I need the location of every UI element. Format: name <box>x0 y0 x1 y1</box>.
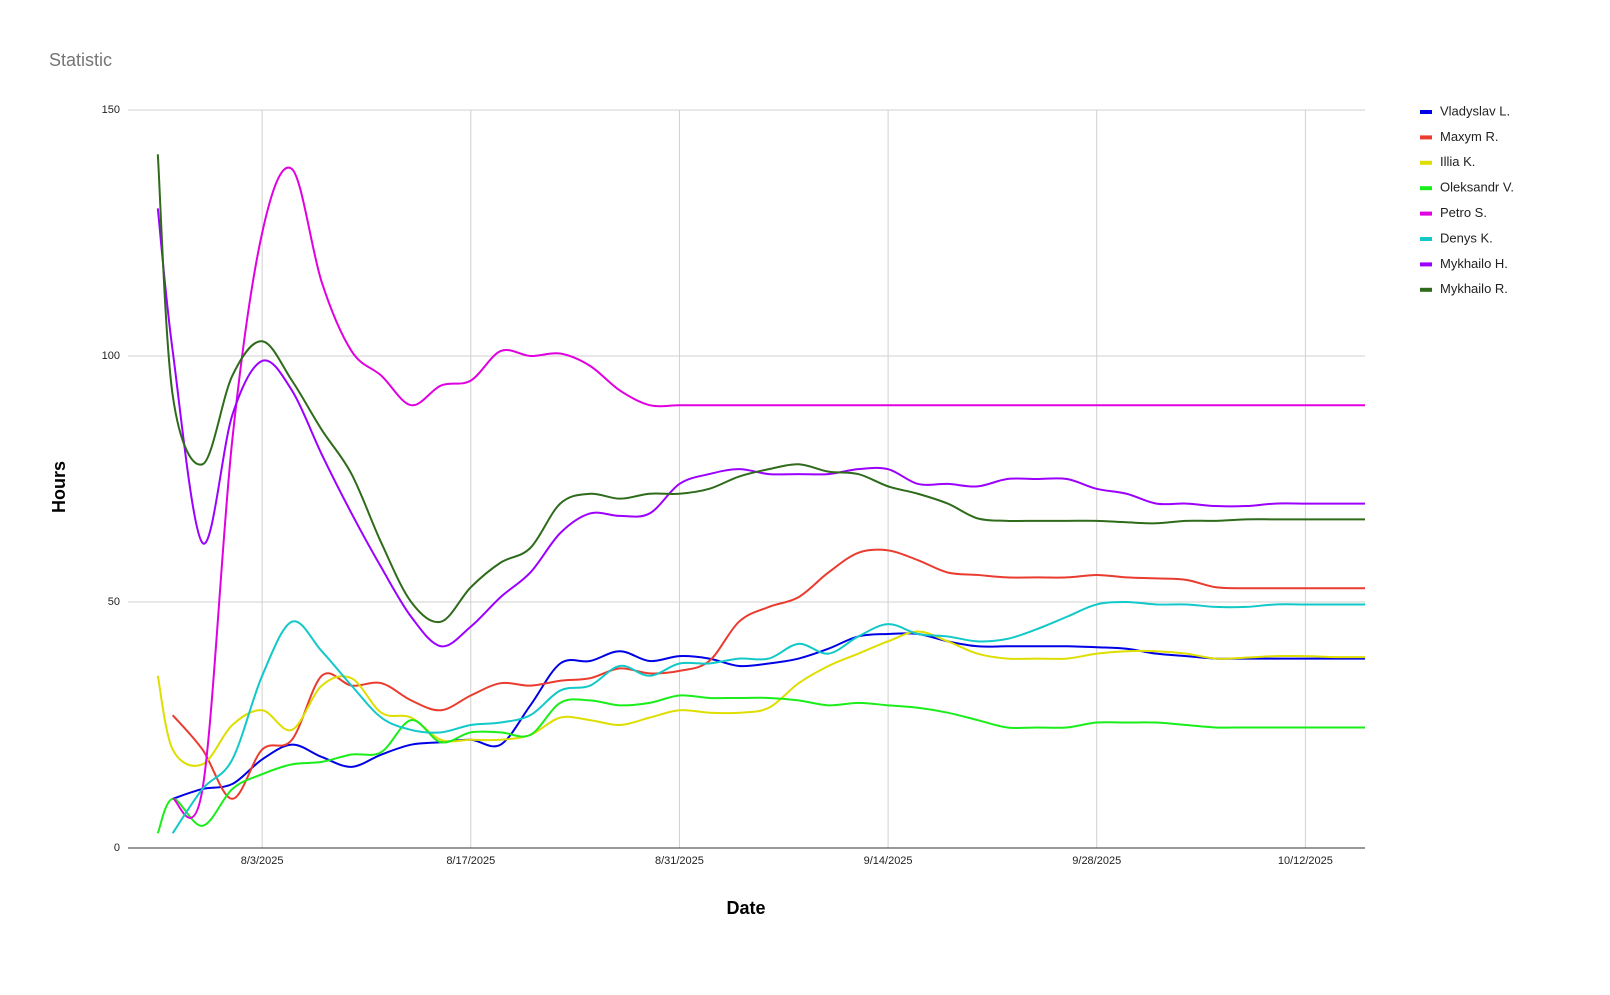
series-line <box>156 630 1366 767</box>
x-tick-label: 9/14/2025 <box>864 855 913 867</box>
series-line <box>172 632 1365 800</box>
legend-label: Illia K. <box>1440 154 1475 169</box>
legend-swatch <box>1420 135 1432 140</box>
legend-label: Mykhailo H. <box>1440 256 1508 271</box>
legend-label: Mykhailo R. <box>1440 281 1508 296</box>
x-tick-label: 8/31/2025 <box>655 855 704 867</box>
x-tick-label: 8/3/2025 <box>241 855 284 867</box>
x-axis-title: Date <box>726 898 765 918</box>
legend-swatch <box>1420 211 1432 216</box>
y-tick-label: 0 <box>114 842 120 854</box>
x-tick-label: 9/28/2025 <box>1072 855 1121 867</box>
legend-swatch <box>1420 262 1432 267</box>
legend-swatch <box>1420 186 1432 191</box>
series-line <box>171 548 1365 800</box>
legend-label: Petro S. <box>1440 205 1487 220</box>
legend-label: Denys K. <box>1440 230 1493 245</box>
y-tick-label: 150 <box>102 104 120 116</box>
legend-swatch <box>1420 287 1432 292</box>
y-axis-title: Hours <box>49 461 69 513</box>
series-line <box>156 208 1365 648</box>
series-line <box>156 154 1365 624</box>
series-line <box>156 694 1365 834</box>
x-tick-label: 8/17/2025 <box>446 855 495 867</box>
y-tick-label: 50 <box>108 596 120 608</box>
legend-label: Vladyslav L. <box>1440 103 1510 118</box>
series-line <box>171 166 1365 819</box>
x-tick-label: 10/12/2025 <box>1278 855 1333 867</box>
chart-title: Statistic <box>49 50 112 70</box>
legend-swatch <box>1420 160 1432 165</box>
legend-label: Oleksandr V. <box>1440 180 1514 195</box>
series-line <box>171 601 1365 834</box>
legend-swatch <box>1420 237 1432 241</box>
y-tick-label: 100 <box>102 350 120 362</box>
legend-label: Maxym R. <box>1440 129 1499 144</box>
legend-swatch <box>1420 110 1432 114</box>
